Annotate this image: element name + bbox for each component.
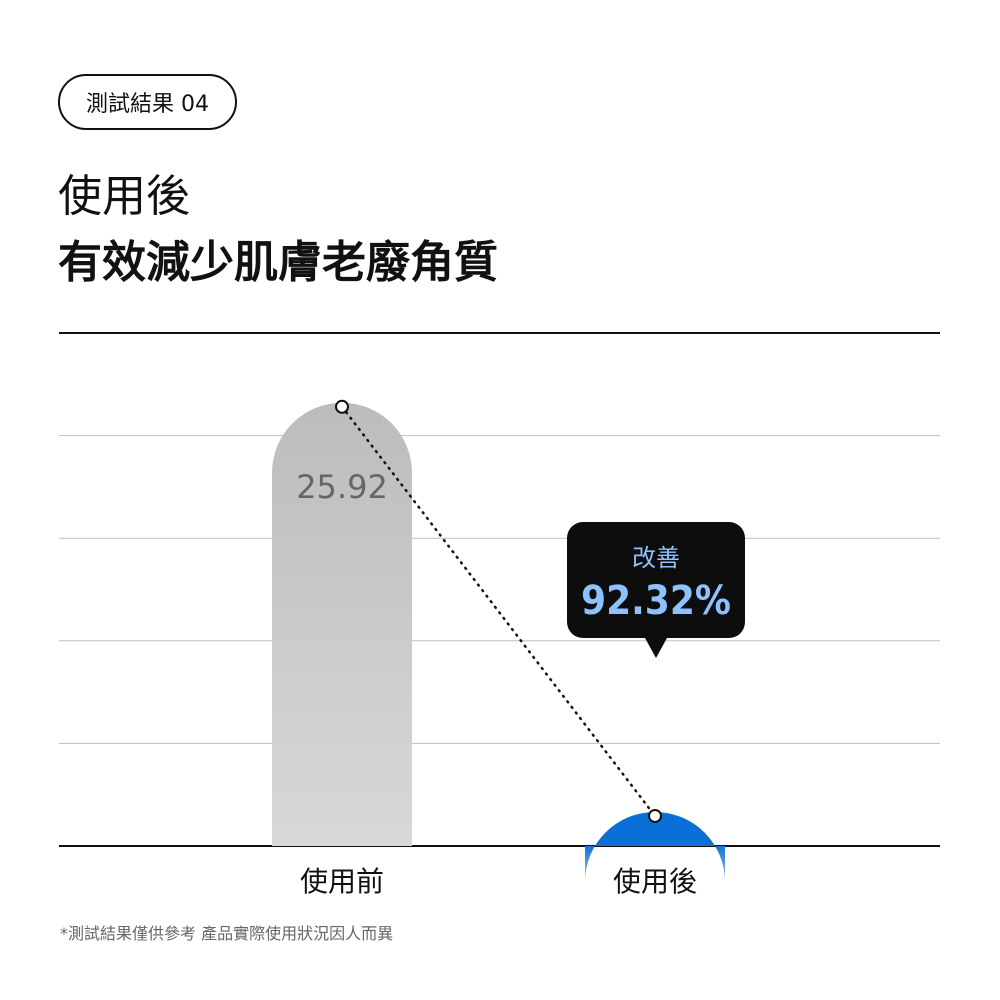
test-result-badge-label: 測試結果 04 xyxy=(86,92,209,117)
improvement-callout: 改善 92.32% xyxy=(567,522,745,658)
trend-dotted-line xyxy=(340,405,657,818)
trend-point-after xyxy=(648,808,662,823)
page-title-line2: 有效減少肌膚老廢角質 xyxy=(58,237,498,288)
improvement-value: 92.32% xyxy=(581,578,731,624)
page-title-line1: 使用後 xyxy=(58,171,190,222)
footnote: *測試結果僅供參考 產品實際使用狀況因人而異 xyxy=(60,924,394,943)
bar-after xyxy=(585,811,725,882)
bar-value-label-before: 25.92 xyxy=(296,468,388,506)
improvement-label: 改善 xyxy=(632,544,680,572)
test-result-badge: 測試結果 04 xyxy=(58,74,237,130)
bar-before xyxy=(272,402,412,846)
category-label-after: 使用後 xyxy=(613,865,697,898)
category-label-before: 使用前 xyxy=(300,865,384,898)
bar-value-label-after: 1.99 xyxy=(616,877,695,915)
trend-point-before xyxy=(335,399,349,414)
